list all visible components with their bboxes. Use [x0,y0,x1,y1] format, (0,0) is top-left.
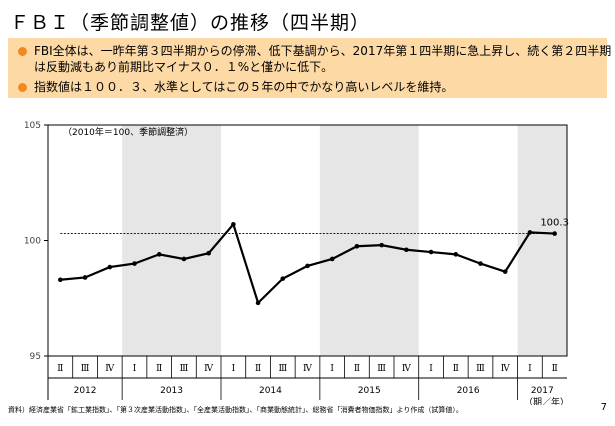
summary-box: FBI全体は、一昨年第３四半期からの停滞、低下基調から、2017年第１四半期に急… [8,38,611,98]
x-tick-label: Ⅰ [232,364,236,374]
x-tick-label: Ⅰ [528,364,532,374]
year-label: 2013 [160,386,183,396]
data-label: 100.3 [540,218,569,229]
x-tick-label: Ⅰ [429,364,433,374]
x-tick-label: Ⅱ [57,364,63,374]
year-label: 2012 [74,386,97,396]
data-point [404,247,409,253]
x-tick-label: Ⅱ [255,364,261,374]
x-tick-label: Ⅰ [133,364,137,374]
y-tick-label: 95 [30,352,41,362]
y-tick-label: 100 [24,237,41,247]
data-point [478,261,483,266]
data-point [354,243,360,249]
summary-bullet-text: 指数値は１００．３、水準としてはこの５年の中でかなり高いレベルを維持。 [34,80,454,94]
x-tick-label: Ⅲ [377,364,386,374]
year-label: 2017 [531,386,554,396]
x-tick-label: Ⅳ [105,364,115,374]
page-number: 7 [600,402,607,413]
summary-bullet-text: FBI全体は、一昨年第３四半期からの停滞、低下基調から、2017年第１四半期に急… [34,44,612,74]
year-label: 2016 [457,386,480,396]
x-axis-unit-label: （期／年） [524,396,569,405]
x-tick-label: Ⅳ [303,364,313,374]
x-tick-label: Ⅲ [81,364,90,374]
bullet-dot-icon [18,47,27,56]
data-point [156,252,162,257]
x-tick-label: Ⅱ [552,364,558,374]
y-tick-label: 105 [24,121,41,131]
data-point [255,300,261,306]
data-point [379,242,384,248]
data-point [552,231,557,236]
year-band-shade [319,125,419,356]
x-tick-label: Ⅳ [204,364,214,374]
summary-bullet: 指数値は１００．３、水準としてはこの５年の中でかなり高いレベルを維持。 [18,79,612,95]
x-tick-label: Ⅳ [402,364,412,374]
year-label: 2014 [259,386,282,396]
data-point [305,263,310,269]
data-point [206,250,211,256]
data-point [231,222,236,227]
x-tick-label: Ⅲ [278,364,287,374]
data-point [280,276,286,281]
x-tick-label: Ⅲ [180,364,189,374]
x-tick-label: Ⅱ [156,364,162,374]
page-title: ＦＢＩ（季節調整値）の推移（四半期） [10,12,371,34]
data-point [329,256,335,262]
x-tick-label: Ⅱ [453,364,459,374]
data-point [82,275,88,280]
x-tick-label: Ⅰ [330,364,334,374]
data-point [453,252,459,257]
bullet-dot-icon [18,83,27,92]
source-note: 資料）経済産業省「鉱工業指数」、「第３次産業活動指数」、「全産業活動指数」、「商… [8,406,463,414]
data-point [181,256,187,262]
chart-note: （2010年＝100、季節調整済） [63,126,193,138]
x-tick-label: Ⅳ [501,364,511,374]
x-tick-label: Ⅱ [354,364,360,374]
data-point [132,261,137,266]
summary-bullet: FBI全体は、一昨年第３四半期からの停滞、低下基調から、2017年第１四半期に急… [18,43,612,75]
data-point [428,249,434,255]
data-point [107,264,113,270]
year-label: 2015 [358,386,381,396]
x-tick-label: Ⅲ [476,364,485,374]
data-point [527,230,533,235]
year-band-shade [122,125,221,356]
fbi-line-chart: 95 100 105 （2010年＝100、季節調整済） 100.3 Ⅱ Ⅲ Ⅳ Ⅰ Ⅱ Ⅲ Ⅳ Ⅰ Ⅱ Ⅲ… [24,121,569,405]
data-point [58,277,63,283]
data-point [502,269,508,274]
